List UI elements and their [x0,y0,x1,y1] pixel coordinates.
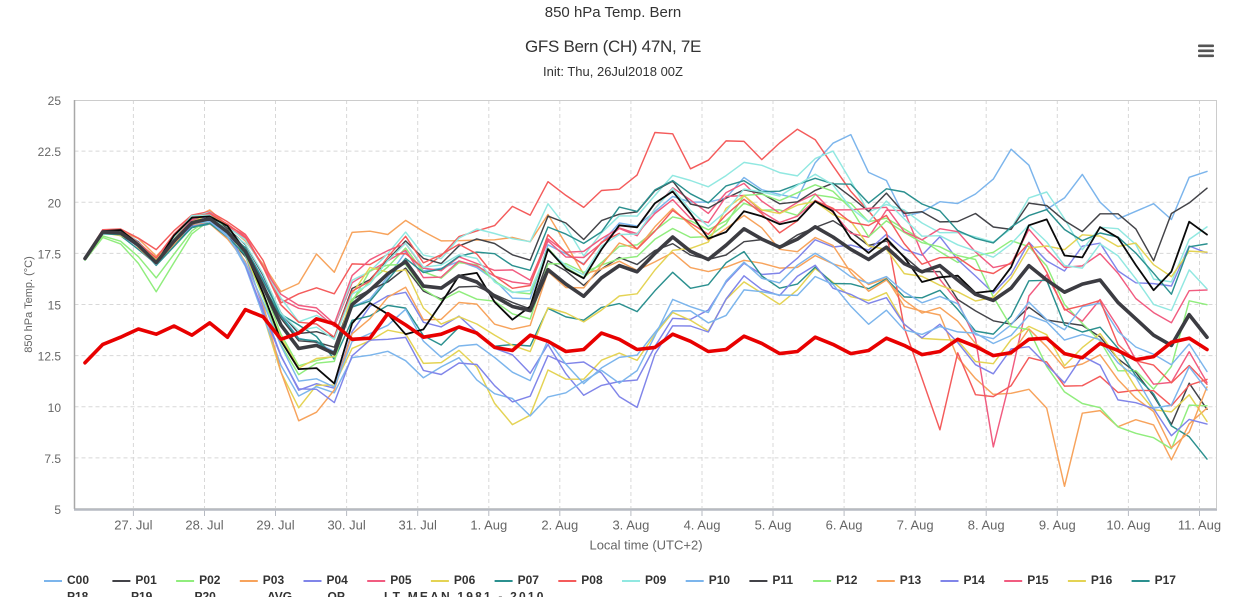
svg-text:P09: P09 [645,573,667,587]
svg-text:6. Aug: 6. Aug [826,518,863,533]
svg-text:P11: P11 [772,573,793,587]
svg-text:P03: P03 [263,573,285,587]
svg-text:LT MEAN 1981 - 2010: LT MEAN 1981 - 2010 [384,590,546,597]
svg-text:25: 25 [48,94,62,108]
svg-text:5. Aug: 5. Aug [755,518,792,533]
svg-text:30. Jul: 30. Jul [327,518,365,533]
svg-text:7. Aug: 7. Aug [897,518,934,533]
svg-text:31. Jul: 31. Jul [399,518,437,533]
svg-text:Local time (UTC+2): Local time (UTC+2) [589,538,702,553]
svg-text:10. Aug: 10. Aug [1106,518,1150,533]
svg-text:P02: P02 [199,573,221,587]
svg-text:P20: P20 [195,590,217,597]
svg-text:P18: P18 [67,590,89,597]
svg-text:4. Aug: 4. Aug [684,518,721,533]
svg-text:P07: P07 [518,573,540,587]
svg-text:P14: P14 [964,573,986,587]
svg-text:C00: C00 [67,573,89,587]
svg-text:28. Jul: 28. Jul [185,518,223,533]
svg-text:AVG: AVG [267,590,292,597]
svg-text:P08: P08 [581,573,603,587]
svg-text:20: 20 [48,196,62,210]
svg-text:12.5: 12.5 [38,350,62,364]
svg-text:1. Aug: 1. Aug [470,518,507,533]
svg-text:850 hPa Temp. Bern: 850 hPa Temp. Bern [545,4,681,21]
svg-text:15: 15 [48,299,62,313]
svg-text:3. Aug: 3. Aug [612,518,649,533]
svg-text:11. Aug: 11. Aug [1178,518,1221,533]
svg-text:GFS Bern (CH) 47N, 7E: GFS Bern (CH) 47N, 7E [525,37,701,56]
svg-text:2. Aug: 2. Aug [541,518,578,533]
svg-text:P01: P01 [135,573,157,587]
svg-text:5: 5 [54,503,61,517]
svg-text:P19: P19 [131,590,153,597]
svg-text:17.5: 17.5 [38,248,62,262]
svg-text:OP: OP [328,590,345,597]
svg-text:22.5: 22.5 [38,145,62,159]
svg-text:P05: P05 [390,573,412,587]
svg-text:P15: P15 [1027,573,1049,587]
svg-text:8. Aug: 8. Aug [968,518,1005,533]
svg-text:27. Jul: 27. Jul [114,518,152,533]
svg-text:850 hPa Temp. (°C): 850 hPa Temp. (°C) [23,256,35,353]
svg-text:P16: P16 [1091,573,1113,587]
svg-text:29. Jul: 29. Jul [256,518,294,533]
svg-text:7.5: 7.5 [44,452,61,466]
svg-text:P17: P17 [1155,573,1177,587]
svg-text:P06: P06 [454,573,476,587]
svg-text:P10: P10 [709,573,731,587]
svg-text:P12: P12 [836,573,858,587]
svg-text:Init: Thu, 26Jul2018 00Z: Init: Thu, 26Jul2018 00Z [543,64,683,79]
svg-text:9. Aug: 9. Aug [1039,518,1076,533]
svg-text:10: 10 [48,401,62,415]
svg-text:P13: P13 [900,573,922,587]
svg-text:P04: P04 [327,573,349,587]
